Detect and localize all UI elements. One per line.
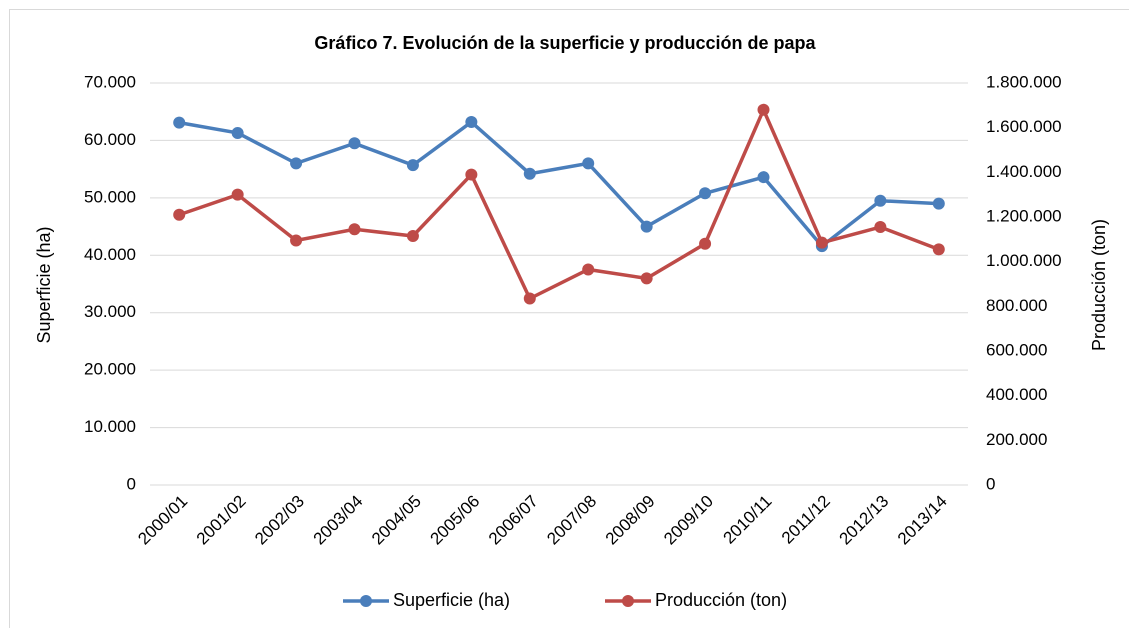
y-tick-label: 70.000 [84, 72, 136, 91]
y2-tick-label: 200.000 [986, 430, 1047, 449]
data-point [173, 208, 186, 221]
y-tick-label: 0 [127, 474, 136, 493]
y2-tick-label: 1.600.000 [986, 117, 1062, 136]
y-tick-label: 40.000 [84, 245, 136, 264]
data-point [932, 197, 945, 210]
data-point [640, 220, 653, 233]
series-line [178, 119, 939, 249]
data-point [699, 237, 712, 250]
y2-tick-label: 1.400.000 [986, 162, 1062, 181]
data-point [231, 126, 244, 139]
data-point [231, 188, 244, 201]
y2-tick-label: 1.000.000 [986, 251, 1062, 270]
y2-tick-label: 1.800.000 [986, 72, 1062, 91]
data-point [523, 167, 536, 180]
data-point [582, 157, 595, 170]
data-point [757, 171, 770, 184]
data-point [523, 292, 536, 305]
y2-tick-label: 0 [986, 474, 995, 493]
data-point [932, 243, 945, 256]
y-tick-label: 50.000 [84, 187, 136, 206]
y-tick-label: 20.000 [84, 360, 136, 379]
data-point [874, 194, 887, 207]
y2-tick-label: 600.000 [986, 340, 1047, 359]
data-point [465, 168, 478, 181]
legend-marker [360, 595, 372, 607]
legend-label: Producción (ton) [655, 590, 787, 610]
data-point [757, 103, 770, 116]
y2-tick-label: 400.000 [986, 385, 1047, 404]
data-point [815, 236, 828, 249]
y2-axis-title: Producción (ton) [1089, 219, 1109, 351]
data-point [173, 116, 186, 129]
data-point [640, 272, 653, 285]
y-axis-title: Superficie (ha) [34, 226, 54, 343]
data-point [290, 234, 303, 247]
data-point [406, 229, 419, 242]
y2-tick-label: 800.000 [986, 296, 1047, 315]
data-point [465, 116, 478, 129]
data-point [348, 223, 361, 236]
y2-tick-label: 1.200.000 [986, 206, 1062, 225]
legend-label: Superficie (ha) [393, 590, 510, 610]
legend-marker [622, 595, 634, 607]
y-tick-label: 10.000 [84, 417, 136, 436]
data-point [699, 187, 712, 200]
chart-frame [9, 9, 1129, 628]
data-point [348, 137, 361, 150]
y-tick-label: 30.000 [84, 302, 136, 321]
data-point [406, 159, 419, 172]
data-point [582, 263, 595, 276]
series-line [178, 105, 940, 301]
y-tick-label: 60.000 [84, 130, 136, 149]
data-point [290, 157, 303, 170]
data-point [874, 221, 887, 234]
chart-title: Gráfico 7. Evolución de la superficie y … [314, 33, 816, 53]
